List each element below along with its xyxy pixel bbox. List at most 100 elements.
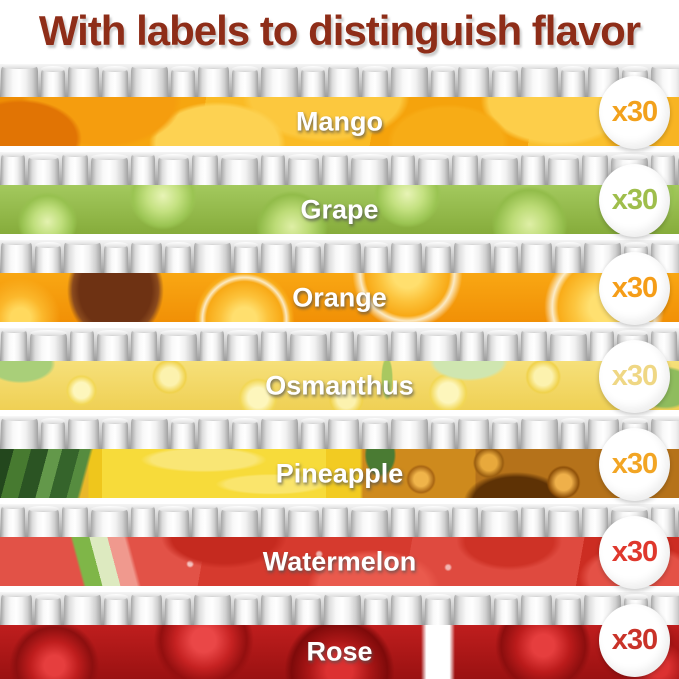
flavor-row-pineapple: Pineapple x30 [0,414,679,501]
cylinder [420,330,457,361]
count-badge: x30 [599,164,670,237]
cylinder [158,154,189,185]
cylinder [362,418,388,449]
cylinder [232,418,258,449]
cylinder [1,416,38,449]
flavor-label: Orange [292,282,387,312]
cylinder [198,416,229,449]
fruit-strip: Orange [0,273,679,322]
fruit-strip: Watermelon [0,537,679,586]
cylinder [261,152,285,185]
cylinder [221,506,258,537]
flavor-label: Grape [300,194,379,224]
cylinder [227,330,258,361]
cylinder [200,328,224,361]
cylinder [104,242,128,273]
cylinder [97,330,128,361]
cylinder [1,328,27,361]
cylinder [324,592,361,625]
cylinder [70,328,94,361]
cylinder [68,64,99,97]
cylinder [492,66,518,97]
cylinder [131,504,155,537]
cylinder [391,152,415,185]
cylinder-shelf [0,64,679,97]
flavor-row-rose: Rose x30 [0,590,679,679]
cylinder [261,240,292,273]
cylinder [295,594,321,625]
cylinder [68,416,99,449]
cylinder [330,328,354,361]
cylinder [301,418,325,449]
cylinder [391,64,428,97]
cylinder [232,66,258,97]
cylinder [91,154,128,185]
fruit-strip: Grape [0,185,679,234]
cylinder [364,242,388,273]
count-text: x30 [611,272,658,304]
cylinder [452,504,478,537]
cylinder [171,66,195,97]
cylinder [454,592,491,625]
cylinder [494,242,518,273]
cylinder [131,64,168,97]
cylinder [521,592,552,625]
cylinder [351,154,388,185]
cylinder [391,328,417,361]
cylinder [35,242,61,273]
fruit-strip: Mango [0,97,679,146]
cylinder [1,152,25,185]
fruit-strip: Rose [0,625,679,679]
cylinder [30,330,67,361]
cylinder [351,506,388,537]
cylinder [481,154,518,185]
cylinder-shelf [0,328,679,361]
cylinder [198,64,229,97]
cylinder [431,418,455,449]
cylinder [165,594,191,625]
cylinder [261,416,298,449]
flavor-label: Pineapple [275,458,404,488]
cylinder [391,504,415,537]
cylinder [194,592,231,625]
cylinder [131,240,162,273]
cylinder [521,64,558,97]
cylinder [561,418,585,449]
cylinder [1,240,32,273]
cylinder [328,64,359,97]
cylinder [158,506,189,537]
count-text: x30 [611,184,658,216]
title-bar: With labels to distinguish flavor [0,0,679,62]
count-badge: x30 [599,604,670,677]
cylinder [62,504,88,537]
cylinder [64,240,101,273]
cylinder-shelf [0,504,679,537]
cylinder [364,594,388,625]
flavor-label: Mango [296,106,383,136]
cylinder [131,152,155,185]
cylinder [41,66,65,97]
count-text: x30 [611,96,658,128]
cylinder [261,328,287,361]
cylinder [234,242,258,273]
cylinder [301,66,325,97]
count-badge: x30 [599,252,670,325]
cylinder [91,506,128,537]
cylinder [290,330,327,361]
cylinder [324,240,361,273]
cylinder [492,418,518,449]
cylinder [458,64,489,97]
cylinder [1,64,38,97]
cylinder [288,506,319,537]
cylinder [357,330,388,361]
cylinder [35,594,61,625]
flavor-row-mango: Mango x30 [0,62,679,149]
cylinder [165,242,191,273]
cylinder [425,594,451,625]
cylinder [160,330,197,361]
cylinder [295,242,321,273]
cylinder [171,418,195,449]
cylinder [102,418,128,449]
cylinder [548,154,579,185]
